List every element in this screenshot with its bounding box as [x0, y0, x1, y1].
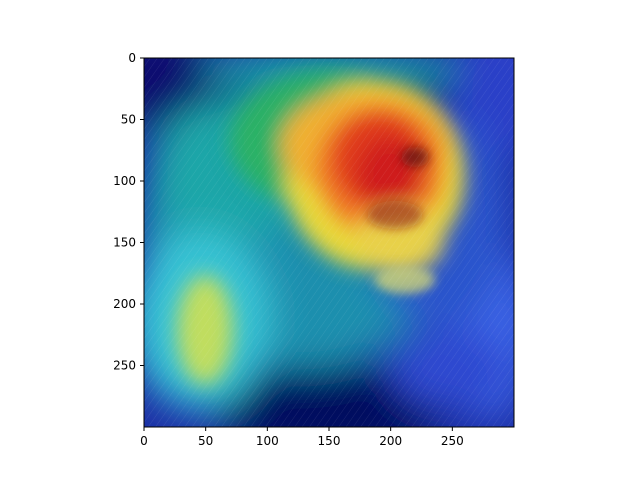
y-tick-label: 250	[113, 359, 136, 373]
y-axis: 0 50 100 150 200 250	[113, 51, 144, 373]
y-tick-label: 100	[113, 174, 136, 188]
y-tick-label: 150	[113, 236, 136, 250]
x-tick-label: 200	[379, 434, 402, 448]
y-tick-label: 0	[128, 51, 136, 65]
x-tick-label: 150	[318, 434, 341, 448]
y-tick-label: 200	[113, 297, 136, 311]
x-tick-label: 0	[140, 434, 148, 448]
x-tick-label: 50	[198, 434, 213, 448]
y-tick-label: 50	[121, 113, 136, 127]
heatmap-image	[144, 58, 514, 427]
x-tick-label: 100	[256, 434, 279, 448]
x-axis: 0 50 100 150 200 250	[140, 427, 464, 448]
x-tick-label: 250	[441, 434, 464, 448]
